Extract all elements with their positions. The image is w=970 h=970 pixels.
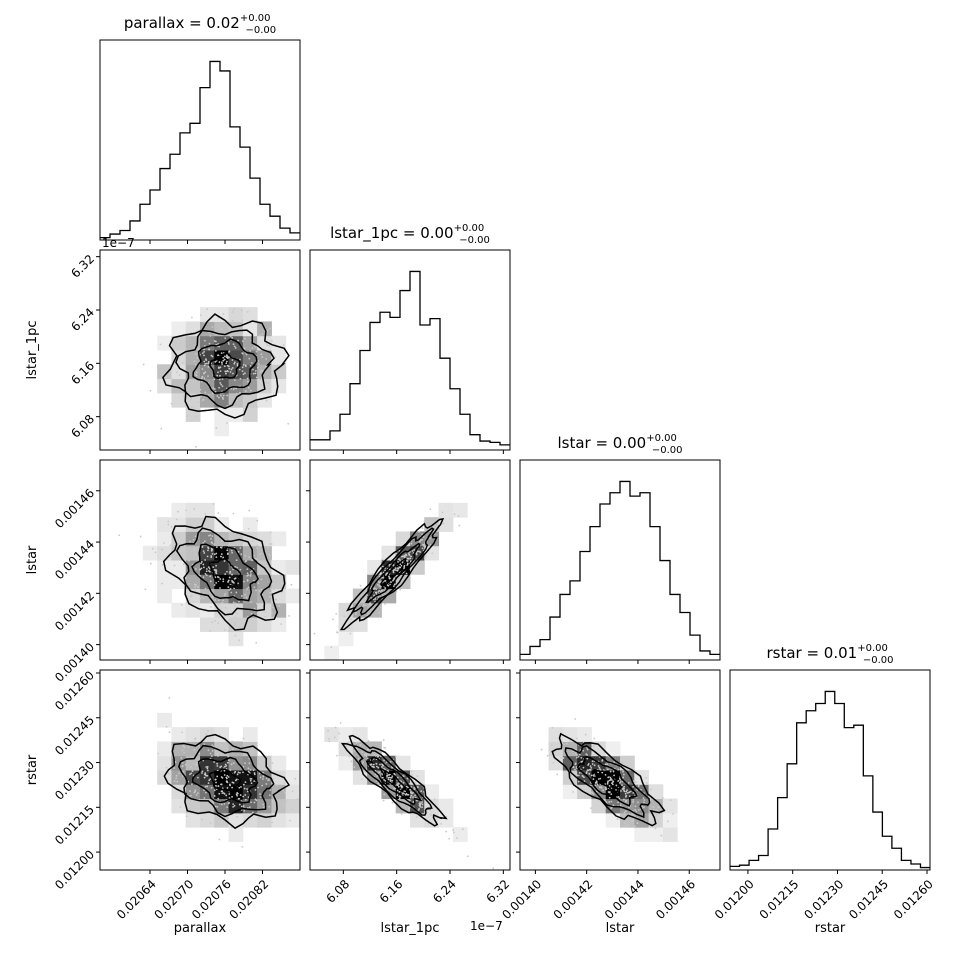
x-tick-label: 0.02082: [226, 877, 271, 922]
contour-rstar-parallax: [177, 744, 275, 818]
panel-lstar-vs-lstar: lstar = 0.00+0.00 −0.00: [519, 433, 721, 664]
x-tick-label: 0.00142: [551, 877, 596, 922]
panel-frame: [99, 669, 301, 871]
contour-rstar-parallax: [208, 768, 241, 793]
x-tick-label: 6.16: [377, 877, 406, 906]
contour-lstar-lstar_1pc: [364, 542, 421, 604]
x-tick-label: 0.00146: [653, 877, 698, 922]
y-tick-label: 6.08: [68, 412, 97, 441]
contour-lstar-lstar_1pc: [379, 557, 407, 587]
y-tick-label: 0.00144: [52, 537, 97, 582]
x-tick-label: 0.01230: [801, 877, 846, 922]
contour-rstar-lstar_1pc: [365, 756, 423, 805]
density-lstar-lstar_1pc: [324, 502, 468, 660]
contour-rstar-lstar_1pc: [351, 745, 433, 816]
y-tick-label: 0.00146: [52, 486, 97, 531]
panel-frame: [99, 459, 301, 661]
histogram-rstar: [730, 690, 930, 869]
panel-frame: [99, 39, 301, 241]
y-tick-label: 6.16: [68, 359, 97, 388]
panel-frame: [99, 249, 301, 451]
title-rstar: rstar = 0.01+0.00 −0.00: [766, 643, 893, 666]
x-offset-label: 1e−7: [470, 919, 503, 933]
x-tick-label: 6.08: [323, 877, 352, 906]
panel-rstar-vs-parallax: 0.020640.020700.020760.020820.012000.012…: [52, 668, 301, 922]
panel-rstar-vs-lstar: 0.00140 0.00142 0.00144 0.00146: [499, 669, 721, 922]
y-axis-label-lstar_1pc: lstar_1pc: [25, 321, 40, 380]
contour-lstar-parallax: [191, 543, 259, 602]
contour-lstar-parallax: [162, 515, 286, 631]
x-tick-label: 0.02064: [114, 877, 159, 922]
density-lstar_1pc-parallax: [157, 307, 287, 437]
x-tick-label: 6.24: [430, 877, 459, 906]
contour-lstar_1pc-parallax: [209, 352, 242, 380]
x-tick-label: 0.01245: [846, 877, 891, 922]
y-tick-label: 0.01230: [52, 758, 97, 803]
contour-lstar_1pc-parallax: [175, 329, 275, 410]
x-axis-label-parallax: parallax: [174, 921, 227, 936]
x-tick-label: 0.00144: [602, 877, 647, 922]
panel-parallax-vs-parallax: parallax = 0.02+0.00 −0.00: [99, 13, 301, 244]
y-tick-label: 0.01200: [52, 847, 97, 892]
x-axis-label-rstar: rstar: [815, 921, 846, 936]
contour-lstar-parallax: [208, 558, 242, 588]
y-tick-label: 0.01215: [52, 803, 97, 848]
contour-lstar_1pc-parallax: [162, 313, 290, 419]
y-tick-label: 0.00142: [52, 589, 97, 634]
panel-frame: [519, 459, 721, 661]
panel-rstar-vs-lstar_1pc: 6.08 6.16 6.24 6.32: [306, 669, 512, 906]
contour-lstar-lstar_1pc: [350, 527, 435, 616]
y-tick-label: 6.24: [68, 305, 97, 334]
panel-frame: [729, 669, 931, 871]
panel-lstar-vs-lstar_1pc: [306, 459, 511, 664]
x-tick-label: 6.32: [483, 877, 512, 906]
contour-rstar-lstar: [564, 745, 651, 819]
y-axis-label-lstar: lstar: [25, 545, 40, 574]
y-offset-label: 1e−7: [102, 236, 135, 250]
histogram-lstar_1pc: [310, 270, 510, 446]
panel-frame: [309, 669, 511, 871]
contour-lstar-lstar_1pc: [339, 518, 445, 631]
title-lstar: lstar = 0.00+0.00 −0.00: [557, 433, 682, 456]
x-tick-label: 0.01260: [891, 877, 936, 922]
x-tick-label: 0.01215: [757, 877, 802, 922]
contour-rstar-lstar: [576, 756, 638, 807]
panel-frame: [309, 249, 511, 451]
contour-lstar_1pc-parallax: [192, 338, 258, 394]
contour-rstar-lstar: [551, 732, 666, 827]
title-lstar_1pc: lstar_1pc = 0.00+0.00 −0.00: [330, 223, 490, 246]
panel-frame: [309, 459, 511, 661]
histogram-parallax: [100, 60, 300, 239]
contour-rstar-lstar_1pc: [340, 734, 448, 827]
contour-lstar-parallax: [175, 527, 273, 616]
panel-lstar_1pc-vs-lstar_1pc: lstar_1pc = 0.00+0.00 −0.00: [309, 223, 511, 454]
y-tick-label: 0.01245: [52, 713, 97, 758]
y-axis-label-rstar: rstar: [25, 754, 40, 785]
histogram-lstar: [520, 480, 720, 655]
x-axis-label-lstar: lstar: [606, 921, 635, 936]
title-parallax: parallax = 0.02+0.00 −0.00: [124, 13, 276, 36]
contour-rstar-lstar: [593, 768, 623, 793]
x-tick-label: 0.02070: [151, 877, 196, 922]
y-tick-label: 6.32: [68, 252, 97, 281]
x-axis-label-lstar_1pc: lstar_1pc: [381, 921, 440, 936]
x-tick-label: 0.01200: [712, 877, 757, 922]
contour-rstar-parallax: [191, 756, 259, 804]
panel-rstar-vs-rstar: rstar = 0.01+0.00 −0.000.01200 0.01215 0.01…: [712, 643, 936, 922]
contour-rstar-parallax: [163, 733, 291, 830]
panel-frame: [519, 669, 721, 871]
contour-rstar-lstar_1pc: [379, 767, 408, 793]
panel-lstar_1pc-vs-parallax: 6.08 6.16 6.24 6.32: [68, 249, 301, 454]
x-tick-label: 0.02076: [189, 877, 234, 922]
